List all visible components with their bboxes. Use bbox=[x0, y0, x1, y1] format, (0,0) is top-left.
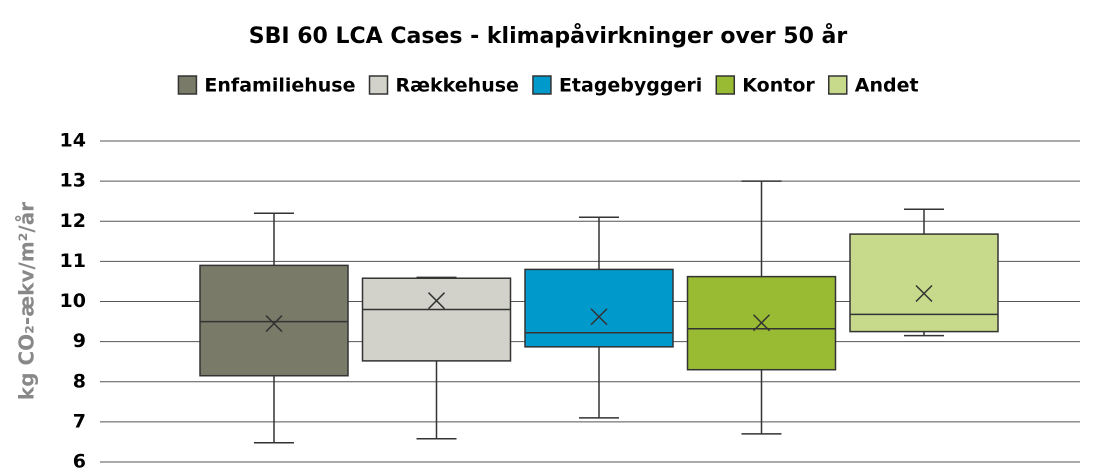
legend-label: Enfamiliehuse bbox=[204, 75, 355, 97]
legend-label: Etagebyggeri bbox=[559, 75, 702, 97]
y-tick-label: 11 bbox=[60, 250, 86, 272]
y-tick-label: 13 bbox=[60, 170, 86, 192]
legend-swatch bbox=[715, 75, 736, 95]
box bbox=[199, 264, 349, 377]
y-tick-label: 14 bbox=[60, 130, 86, 152]
y-tick-label: 9 bbox=[73, 330, 86, 352]
legend-label: Rækkehuse bbox=[396, 75, 519, 97]
box bbox=[849, 233, 999, 333]
chart-title: SBI 60 LCA Cases - klimapåvirkninger ove… bbox=[249, 23, 848, 49]
legend-swatch bbox=[177, 75, 198, 95]
y-tick-label: 7 bbox=[73, 410, 86, 432]
y-tick-label: 8 bbox=[73, 370, 86, 392]
legend-swatch bbox=[368, 75, 389, 95]
legend-swatch bbox=[532, 75, 552, 95]
legend-label: Kontor bbox=[742, 75, 815, 97]
mean-marker bbox=[265, 315, 283, 333]
mean-marker bbox=[427, 292, 446, 310]
y-tick-label: 10 bbox=[60, 290, 86, 312]
mean-marker bbox=[752, 314, 771, 332]
box bbox=[361, 277, 512, 362]
legend-label: Andet bbox=[855, 75, 919, 97]
mean-marker bbox=[590, 308, 608, 326]
y-tick-label: 6 bbox=[73, 451, 86, 470]
mean-marker bbox=[915, 284, 933, 303]
y-tick-label: 12 bbox=[60, 210, 86, 232]
box bbox=[524, 268, 674, 348]
legend-swatch bbox=[828, 75, 848, 95]
y-axis-label: kg CO₂-ækv/m²/år bbox=[15, 202, 39, 400]
